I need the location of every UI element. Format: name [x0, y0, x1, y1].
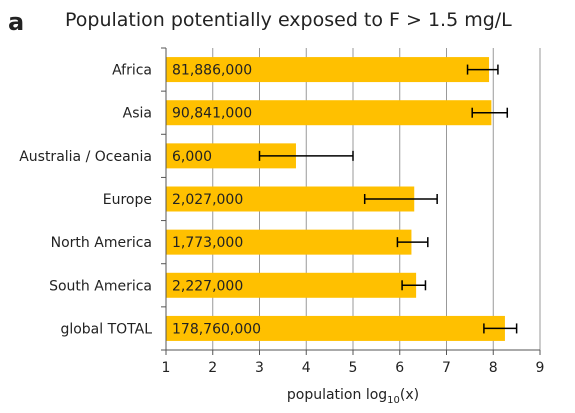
category-labels: Africa Asia Australia / Oceania Europe North…	[19, 63, 152, 338]
category-label: Africa	[112, 63, 152, 79]
x-tick-label: 2	[208, 360, 217, 376]
grid-lines	[212, 48, 541, 350]
error-bars	[258, 64, 518, 334]
x-tick-labels: 1 2 3 4 5 6 7 8 9	[162, 360, 545, 376]
x-tick-label: 5	[349, 360, 358, 376]
x-axis-label: population log10(x)	[287, 387, 419, 406]
x-axis-label-main: population log	[287, 387, 387, 403]
category-label: Australia / Oceania	[19, 149, 152, 165]
x-tick-label: 3	[255, 360, 264, 376]
x-tick-label: 8	[489, 360, 498, 376]
data-labels: 81,886,000 90,841,000 6,000 2,027,000 1,773,…	[172, 63, 261, 338]
x-axis-label-subscript: 10	[387, 395, 400, 406]
category-label: Europe	[103, 192, 152, 208]
x-tick-label: 7	[442, 360, 451, 376]
data-label: 81,886,000	[172, 63, 252, 79]
category-label: South America	[49, 278, 152, 294]
bar	[166, 100, 492, 126]
bar	[166, 57, 490, 83]
panel-label: a	[8, 8, 24, 36]
data-label: 2,227,000	[172, 278, 243, 294]
bar	[166, 229, 412, 255]
category-label: North America	[51, 235, 152, 251]
bar	[166, 272, 417, 298]
data-label: 178,760,000	[172, 321, 261, 337]
x-axis-label-tail: (x)	[400, 387, 419, 403]
axes	[161, 47, 541, 355]
x-tick-label: 4	[302, 360, 311, 376]
category-label: Asia	[123, 106, 152, 122]
data-label: 90,841,000	[172, 106, 252, 122]
bar	[166, 315, 505, 341]
category-label: global TOTAL	[60, 321, 152, 337]
data-label: 2,027,000	[172, 192, 243, 208]
x-tick-label: 9	[536, 360, 545, 376]
x-tick-label: 1	[162, 360, 171, 376]
data-label: 1,773,000	[172, 235, 243, 251]
data-label: 6,000	[172, 149, 212, 165]
x-tick-label: 6	[395, 360, 404, 376]
chart-title: Population potentially exposed to F > 1.…	[65, 9, 512, 31]
